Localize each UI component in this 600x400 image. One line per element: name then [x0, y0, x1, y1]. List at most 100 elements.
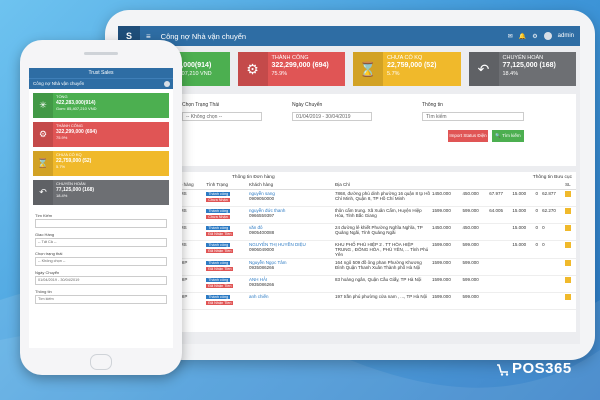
edit-icon[interactable]: [565, 260, 572, 266]
customer-link[interactable]: NGUYỄN THỊ HUYỀN DIỆU: [249, 242, 306, 247]
cell-status: Thành công Đã Nhận Tiền: [205, 223, 249, 241]
cell-c5: [534, 258, 542, 276]
customer-link[interactable]: nguyễn sang: [249, 191, 275, 196]
cell-address: 83 hoàng ngân, Quận Cầu Giấy, TP Hà Nội: [334, 275, 432, 293]
status-badge[interactable]: Thành công: [206, 278, 231, 282]
phone-summary-card[interactable]: ⚙ THÀNH CÔNG 322,299,000 (694) 75.9%: [33, 122, 169, 147]
cell-action: [564, 292, 576, 310]
status-badge[interactable]: Thành công: [206, 295, 231, 299]
column-header[interactable]: [431, 180, 462, 190]
avatar[interactable]: [164, 81, 170, 87]
asterisk-icon: ✳: [33, 93, 53, 118]
status-badge[interactable]: Thành công: [206, 261, 231, 265]
cell-c4: 15.000: [511, 189, 535, 207]
payment-badge[interactable]: Đã Nhận Tiền: [206, 249, 234, 253]
import-status-button[interactable]: Import Status Điện: [448, 130, 488, 142]
bell-icon[interactable]: 🔔: [518, 33, 527, 40]
edit-icon[interactable]: [565, 242, 572, 248]
customer-link[interactable]: ANH HẢI: [249, 277, 268, 282]
payment-badge[interactable]: Chưa Nhận: [206, 215, 230, 219]
card-sub: 18.4%: [502, 71, 519, 77]
table-group-headers: Thông tin Đơn hàng Thông tin Bưu cục: [122, 172, 576, 180]
edit-icon[interactable]: [565, 225, 572, 231]
payment-badge[interactable]: Đã Nhận Tiền: [206, 267, 234, 271]
message-icon[interactable]: ✉: [507, 33, 513, 40]
phone-form-label: Ngày Chuyển: [35, 270, 60, 275]
phone-form-input[interactable]: 01/04/2019 - 30/04/2019: [35, 276, 167, 285]
payment-badge[interactable]: Chưa Nhận: [206, 198, 230, 202]
column-header[interactable]: [488, 180, 512, 190]
cell-customer: nguyễn sang 0909050000: [248, 189, 335, 207]
cell-address: 24 đường lê khiết Phường Nghĩa Nghĩa, TP…: [334, 223, 432, 241]
avatar[interactable]: [543, 32, 552, 40]
card-sub: 18.4%: [56, 193, 68, 198]
cell-action: [564, 189, 576, 207]
customer-phone: 0935086266: [249, 282, 275, 287]
payment-badge[interactable]: Đã Nhận Tiền: [206, 301, 234, 305]
card-value: 22,759,000 (52): [56, 158, 92, 164]
card-label: THÀNH CÔNG: [56, 123, 83, 128]
search-input[interactable]: Tìm kiếm: [422, 112, 524, 121]
hamburger-icon[interactable]: ≡: [146, 31, 151, 41]
phone-form-input[interactable]: -- Không chọn --: [35, 257, 167, 266]
cell-c2: 450.000: [461, 223, 489, 241]
customer-link[interactable]: nguyễn đức thanh: [249, 208, 286, 213]
edit-icon[interactable]: [565, 208, 572, 214]
table-row[interactable]: 04/2019 admin ■ SHIP Thành công Đã Nhận …: [122, 275, 576, 293]
phone-summary-card[interactable]: ↶ CHUYỂN HOÀN 77,125,000 (168) 18.4%: [33, 180, 169, 205]
payment-badge[interactable]: Đã Nhận Tiền: [206, 284, 234, 288]
status-badge[interactable]: Thành công: [206, 243, 231, 247]
phone-form-input[interactable]: -- Tất Cả --: [35, 238, 167, 247]
edit-icon[interactable]: [565, 294, 572, 300]
payment-badge[interactable]: Đã Nhận Tiền: [206, 232, 234, 236]
table-row[interactable]: 04/2019 ndsay ■ EMS Thành công Đã Nhận T…: [122, 240, 576, 259]
table-row[interactable]: 04/2019 admin ■ EMS Thành công Chưa Nhận…: [122, 206, 576, 224]
top-navbar: S ≡ Công nợ Nhà vận chuyển ✉ 🔔 ⚙ admin: [118, 26, 580, 46]
card-sub: 5.7%: [56, 164, 66, 169]
table-row[interactable]: 04/2019 admin ■ EMS Thành công Chưa Nhận…: [122, 189, 576, 207]
customer-link[interactable]: văn đô: [249, 225, 263, 230]
home-button[interactable]: [90, 354, 112, 370]
customer-link[interactable]: Nguyễn Ngọc Tâm: [249, 260, 287, 265]
phone-summary-card[interactable]: ✳ TỔNG 422,283,000(914) Gom: 85,407,210 …: [33, 93, 169, 118]
table-row[interactable]: 04/2019 admin ■ SHIP Thành công Đã Nhận …: [122, 292, 576, 310]
phone-form-input[interactable]: Tìm kiếm: [35, 295, 167, 304]
summary-card[interactable]: ⌛ CHƯA CÓ KQ 22,759,000 (52) 5.7%: [353, 52, 461, 86]
edit-icon[interactable]: [565, 191, 572, 197]
column-header[interactable]: [461, 180, 489, 190]
column-header[interactable]: [541, 180, 565, 190]
status-badge[interactable]: Thành công: [206, 226, 231, 230]
status-badge[interactable]: Thành công: [206, 209, 231, 213]
search-button[interactable]: 🔍 Tìm kiếm: [492, 130, 524, 142]
phone-form-input[interactable]: [35, 219, 167, 228]
cell-c2: 450.000: [461, 189, 489, 207]
summary-card[interactable]: ↶ CHUYỂN HOÀN 77,125,000 (168) 18.4%: [468, 52, 576, 86]
column-header[interactable]: Giao hàng: [171, 180, 206, 190]
column-header[interactable]: Khách hàng: [248, 180, 335, 190]
gear-icon[interactable]: ⚙: [532, 33, 538, 40]
username[interactable]: admin: [557, 33, 574, 39]
table-row[interactable]: 04/2019 admin ■ EMS Thành công Đã Nhận T…: [122, 223, 576, 241]
column-header[interactable]: SL: [564, 180, 576, 190]
cell-address: 164 ngô 509 đồ ông phan Phường Khương Đì…: [334, 258, 432, 276]
table-row[interactable]: 04/2019 admin ■ SHIP Thành công Đã Nhận …: [122, 258, 576, 276]
cell-address: thôn cẩm trung. Xã Xuân Cẩm, Huyện Hiệp …: [334, 206, 432, 224]
info-filter-label: Thông tin: [422, 102, 443, 108]
hourglass-icon: ⌛: [33, 151, 53, 176]
cell-address: 197 trần phú phường cửa nam , ..., TP Hà…: [334, 292, 432, 310]
date-range-input[interactable]: 01/04/2019 - 30/04/2019: [292, 112, 372, 121]
column-header[interactable]: Tình Trạng: [205, 180, 249, 190]
column-header[interactable]: [511, 180, 535, 190]
cell-c6: 62.270: [541, 206, 565, 224]
cell-c6: [541, 258, 565, 276]
phone-summary-card[interactable]: ⌛ CHƯA CÓ KQ 22,759,000 (52) 5.7%: [33, 151, 169, 176]
search-button-label: Tìm kiếm: [502, 133, 521, 138]
customer-link[interactable]: anh chiến: [249, 294, 269, 299]
column-header[interactable]: [534, 180, 542, 190]
edit-icon[interactable]: [565, 277, 572, 283]
card-label: THÀNH CÔNG: [271, 55, 309, 61]
summary-card[interactable]: ⚙ THÀNH CÔNG 322,299,000 (694) 75.9%: [237, 52, 345, 86]
status-badge[interactable]: Thành công: [206, 192, 231, 196]
column-header[interactable]: Địa Chỉ: [334, 180, 432, 190]
status-filter-select[interactable]: -- Không chọn --: [182, 112, 262, 121]
